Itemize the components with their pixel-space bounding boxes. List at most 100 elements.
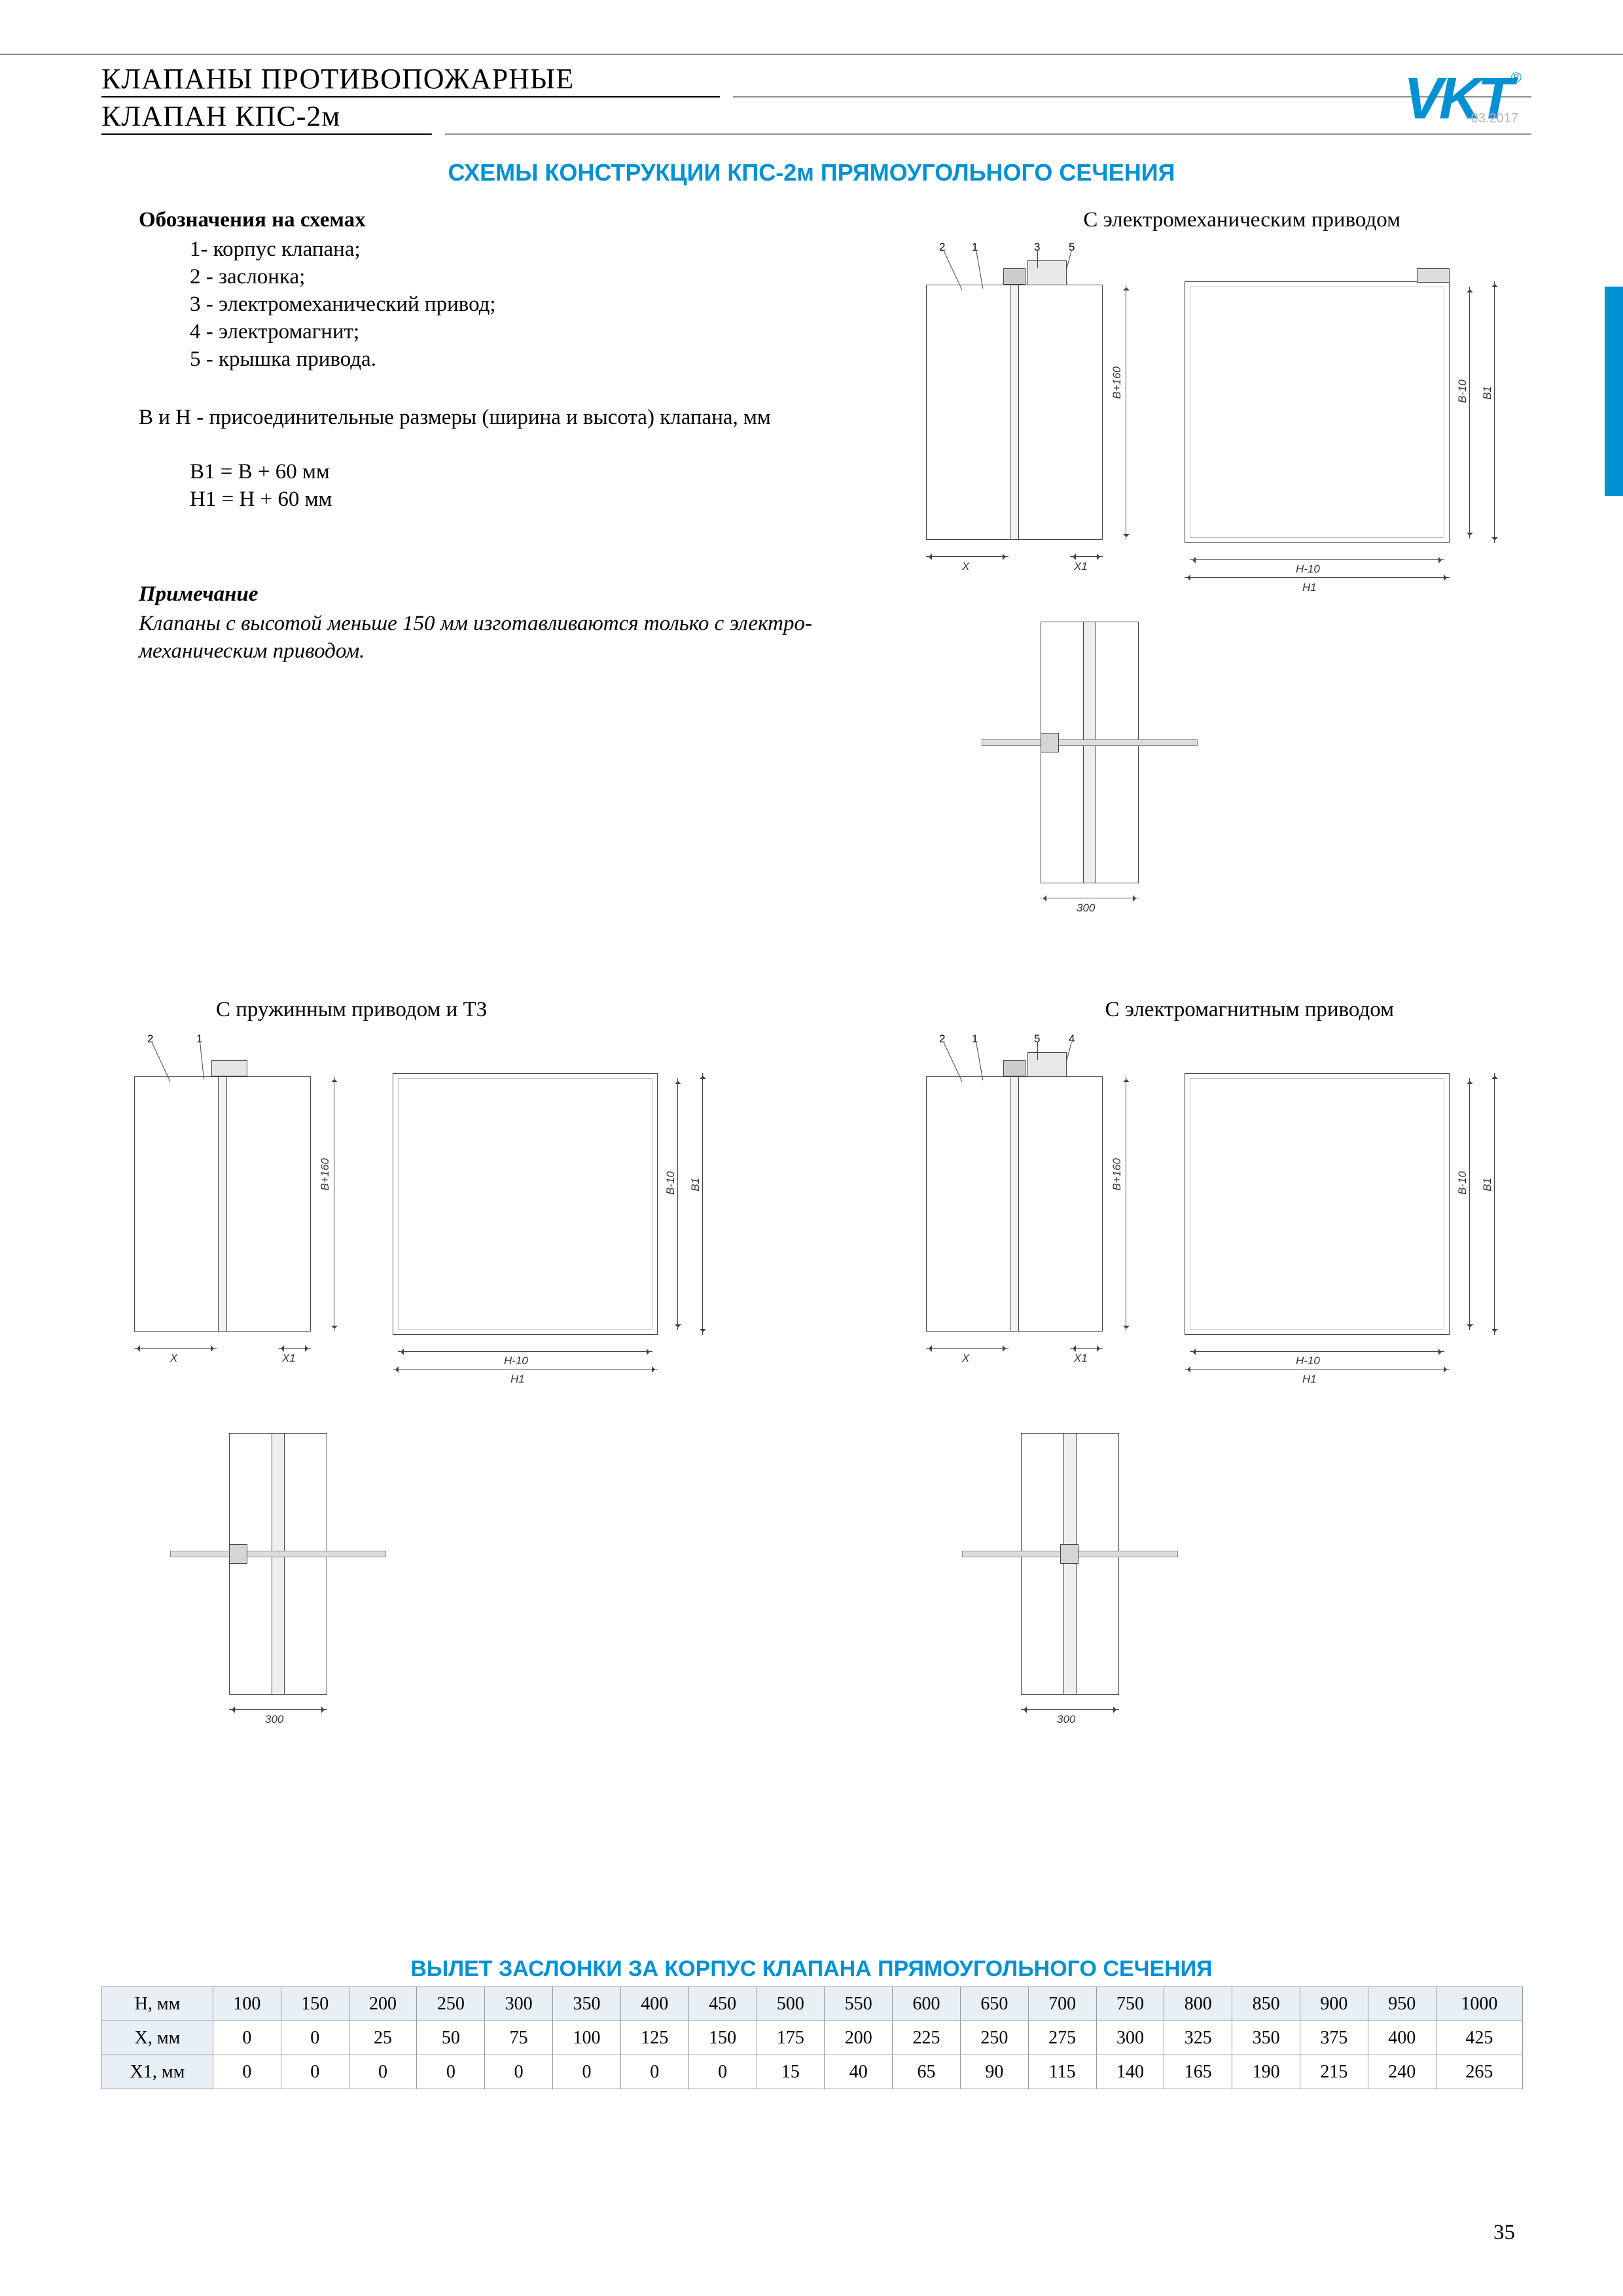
dim-label: X1	[1074, 1352, 1088, 1365]
callout: 4	[1069, 1033, 1075, 1046]
legend-item: 2 - заслонка;	[190, 263, 496, 291]
dim-label: B+160	[1111, 366, 1124, 399]
table-cell: 650	[960, 1987, 1028, 2021]
table-cell: 165	[1164, 2055, 1232, 2089]
table-cell: 150	[281, 1987, 349, 2021]
table-cell: 500	[757, 1987, 825, 2021]
legend-title: Обозначения на схемах	[139, 208, 366, 232]
diagram-label-spring: С пружинным приводом и ТЗ	[216, 998, 487, 1022]
diagram-electromagnet-open: 300	[982, 1439, 1178, 1714]
table-cell: 90	[960, 2055, 1028, 2089]
dim-label: X1	[282, 1352, 296, 1365]
diagram-electromagnet: B+160 X X1 2 1 5 4 B-10 B1 H-10 H1	[926, 1040, 1515, 1374]
table-cell: 175	[757, 2021, 825, 2055]
header-rule	[101, 96, 720, 97]
table-cell: 40	[825, 2055, 893, 2089]
logo-trademark: ®	[1511, 69, 1522, 86]
date-mark: 03.2017	[1471, 111, 1518, 126]
table-cell: 0	[688, 2055, 757, 2089]
callout: 5	[1069, 241, 1075, 254]
note-body: Клапаны с высотой меньше 150 мм изготавл…	[139, 610, 918, 665]
header-line2: КЛАПАН КПС-2м	[101, 99, 340, 133]
table-cell: 400	[1368, 2021, 1436, 2055]
damper-offset-table: H, мм 1001502002503003504004505005506006…	[101, 1987, 1523, 2089]
side-tab	[1605, 287, 1623, 496]
callout: 1	[972, 1033, 978, 1046]
table-cell: 225	[893, 2021, 961, 2055]
table-cell: 250	[960, 2021, 1028, 2055]
diagram-electromech: B+160 X X1 2 1 3 5 B-10 B1 H-10 H1	[926, 249, 1515, 582]
diagram-label-electromech: С электромеханическим приводом	[1083, 208, 1400, 232]
dim-label: X1	[1074, 560, 1088, 573]
dim-label: 300	[1077, 902, 1095, 915]
dim-label: B+160	[319, 1158, 332, 1191]
dim-label: B-10	[1456, 1171, 1469, 1195]
table-cell: 150	[688, 2021, 757, 2055]
table-cell: 240	[1368, 2055, 1436, 2089]
header-line1: КЛАПАНЫ ПРОТИВОПОЖАРНЫЕ	[101, 62, 574, 96]
dim-label: B1	[689, 1178, 702, 1192]
dim-label: H1	[510, 1373, 525, 1386]
legend-item: 3 - электромеханический привод;	[190, 291, 496, 318]
table-cell: 550	[825, 1987, 893, 2021]
table-rowheader: X, мм	[102, 2021, 213, 2055]
table-cell: 190	[1232, 2055, 1300, 2089]
table-cell: 0	[349, 2055, 417, 2089]
table-cell: 900	[1300, 1987, 1368, 2021]
table-cell: 75	[485, 2021, 553, 2055]
table-cell: 100	[213, 1987, 281, 2021]
dim-label: X	[962, 560, 969, 573]
table-cell: 140	[1096, 2055, 1164, 2089]
table-cell: 750	[1096, 1987, 1164, 2021]
dim-label: B+160	[1111, 1158, 1124, 1191]
legend-item: 4 - электромагнит;	[190, 318, 496, 345]
table-cell: 265	[1436, 2055, 1522, 2089]
table-row: X1, мм 000000001540659011514016519021524…	[102, 2055, 1523, 2089]
table-cell: 425	[1436, 2021, 1522, 2055]
table-cell: 300	[485, 1987, 553, 2021]
dim-label: 300	[1057, 1713, 1075, 1726]
table-cell: 50	[417, 2021, 485, 2055]
table-cell: 200	[349, 1987, 417, 2021]
table-cell: 200	[825, 2021, 893, 2055]
dim-label: B-10	[664, 1171, 677, 1195]
dim-label: X	[962, 1352, 969, 1365]
formula-line: H1 = H + 60 мм	[190, 486, 332, 513]
diagram-spring: B+160 X X1 2 1 B-10 B1 H-10 H1	[134, 1040, 723, 1374]
table-cell: 0	[417, 2055, 485, 2089]
table-cell: 0	[281, 2021, 349, 2055]
formula-block: В1 = В + 60 мм H1 = H + 60 мм	[190, 458, 332, 513]
table-rowheader: H, мм	[102, 1987, 213, 2021]
dim-label: B1	[1481, 386, 1494, 400]
section-title: СХЕМЫ КОНСТРУКЦИИ КПС-2м ПРЯМОУГОЛЬНОГО …	[0, 159, 1623, 186]
table-cell: 0	[553, 2055, 621, 2089]
table-cell: 275	[1028, 2021, 1096, 2055]
table-cell: 125	[620, 2021, 688, 2055]
table-cell: 350	[1232, 2021, 1300, 2055]
dim-label: H-10	[1296, 1354, 1320, 1368]
table-cell: 600	[893, 1987, 961, 2021]
table-cell: 950	[1368, 1987, 1436, 2021]
table-rowheader: X1, мм	[102, 2055, 213, 2089]
table-cell: 1000	[1436, 1987, 1522, 2021]
table-row: H, мм 1001502002503003504004505005506006…	[102, 1987, 1523, 2021]
page-number: 35	[1493, 2221, 1515, 2245]
dim-label: H1	[1302, 1373, 1317, 1386]
table-cell: 325	[1164, 2021, 1232, 2055]
dim-label: H-10	[504, 1354, 528, 1368]
table-cell: 100	[553, 2021, 621, 2055]
dim-label: X	[170, 1352, 177, 1365]
header-rule	[101, 133, 432, 135]
dim-label: H1	[1302, 581, 1317, 594]
table-cell: 0	[485, 2055, 553, 2089]
table-cell: 375	[1300, 2021, 1368, 2055]
diagram-label-electromagnet: С электромагнитным приводом	[1105, 998, 1394, 1022]
diagram-electromech-open: 300	[1001, 628, 1198, 903]
dim-label: 300	[265, 1713, 283, 1726]
table-cell: 15	[757, 2055, 825, 2089]
table-row: X, мм 0025507510012515017520022525027530…	[102, 2021, 1523, 2055]
callout: 1	[972, 241, 978, 254]
table-cell: 350	[553, 1987, 621, 2021]
legend-items: 1- корпус клапана; 2 - заслонка; 3 - эле…	[190, 236, 496, 373]
table-cell: 0	[213, 2055, 281, 2089]
